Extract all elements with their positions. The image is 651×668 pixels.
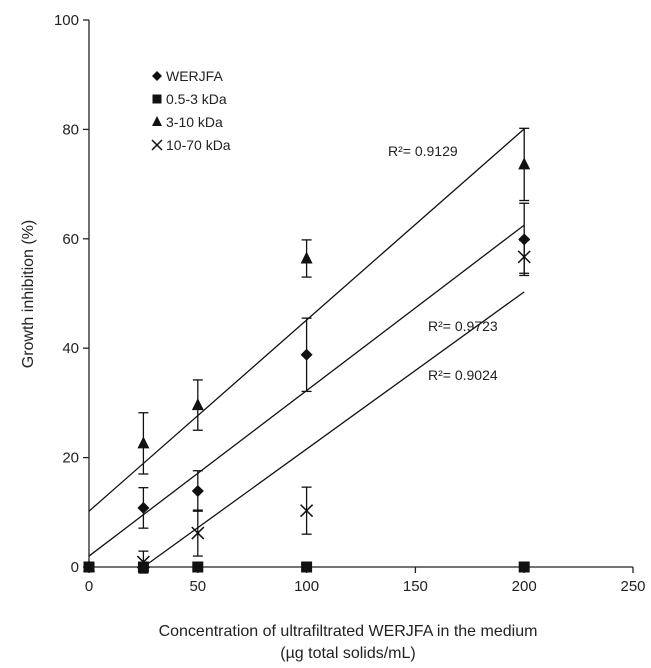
legend-marker-0-5-3-kda	[152, 94, 162, 104]
r2-label-werjfa: R²= 0.9723	[428, 318, 498, 334]
r2-labels: R²= 0.9723 R²= 0.9129 R²= 0.9024	[388, 143, 498, 383]
error-bars	[138, 127, 530, 574]
y-tick-label: 20	[62, 450, 79, 467]
legend-marker-3-10-kda	[152, 116, 162, 126]
cross-stroke	[300, 504, 314, 518]
point-10-70-kda	[136, 555, 150, 569]
point-3-10-kda	[83, 560, 95, 572]
x-axis-title-units: (µg total solids/mL)	[280, 645, 415, 662]
r2-label-3-10-kda: R²= 0.9129	[388, 143, 458, 159]
y-tick-label: 80	[62, 121, 79, 138]
axes	[88, 20, 633, 568]
x-tick-label: 0	[85, 578, 93, 595]
point-werjfa	[137, 501, 150, 514]
r2-label-10-70-kda: R²= 0.9024	[428, 367, 498, 383]
point-3-10-kda	[137, 436, 150, 449]
point-3-10-kda	[518, 157, 531, 170]
x-tick-label: 50	[189, 578, 206, 595]
point-3-10-kda	[300, 251, 313, 264]
legend-marker-10-70-kda	[151, 139, 163, 151]
point-0-5-3-kda	[518, 561, 530, 573]
point-3-10-kda	[191, 398, 204, 411]
legend-label-0-5-3-kda: 0.5-3 kDa	[166, 91, 227, 107]
x-tick-label: 200	[512, 578, 537, 595]
tick-marks: 0 50 100 150 200 250 0 20 40 60 80 100	[54, 12, 646, 595]
point-werjfa	[518, 233, 531, 246]
cross-stroke	[517, 250, 531, 264]
point-0-5-3-kda	[192, 561, 204, 573]
point-10-70-kda	[300, 504, 314, 518]
y-tick-label: 0	[71, 559, 79, 576]
cross-stroke	[136, 555, 150, 569]
x-tick-label: 150	[403, 578, 428, 595]
cross-stroke	[151, 139, 163, 151]
legend-label-werjfa: WERJFA	[166, 68, 223, 84]
x-tick-label: 250	[620, 578, 645, 595]
y-tick-label: 40	[62, 340, 79, 357]
y-axis-title: Growth inhibition (%)	[20, 220, 37, 369]
y-tick-label: 100	[54, 12, 79, 29]
data-points	[83, 157, 531, 573]
legend-marker-werjfa	[152, 71, 162, 81]
point-10-70-kda	[517, 250, 531, 264]
point-10-70-kda	[191, 526, 205, 540]
cross-stroke	[191, 526, 205, 540]
point-0-5-3-kda	[137, 561, 149, 573]
trend-line-10-70-kda	[143, 291, 525, 568]
point-0-5-3-kda	[301, 561, 313, 573]
legend-label-10-70-kda: 10-70 kDa	[166, 137, 231, 153]
point-werjfa	[300, 348, 313, 361]
x-axis-title: Concentration of ultrafiltrated WERJFA i…	[159, 623, 538, 640]
x-tick-label: 100	[294, 578, 319, 595]
point-werjfa	[191, 484, 204, 497]
legend-label-3-10-kda: 3-10 kDa	[166, 114, 223, 130]
legend: WERJFA 0.5-3 kDa 3-10 kDa 10-70 kDa	[151, 68, 231, 153]
y-tick-label: 60	[62, 231, 79, 248]
